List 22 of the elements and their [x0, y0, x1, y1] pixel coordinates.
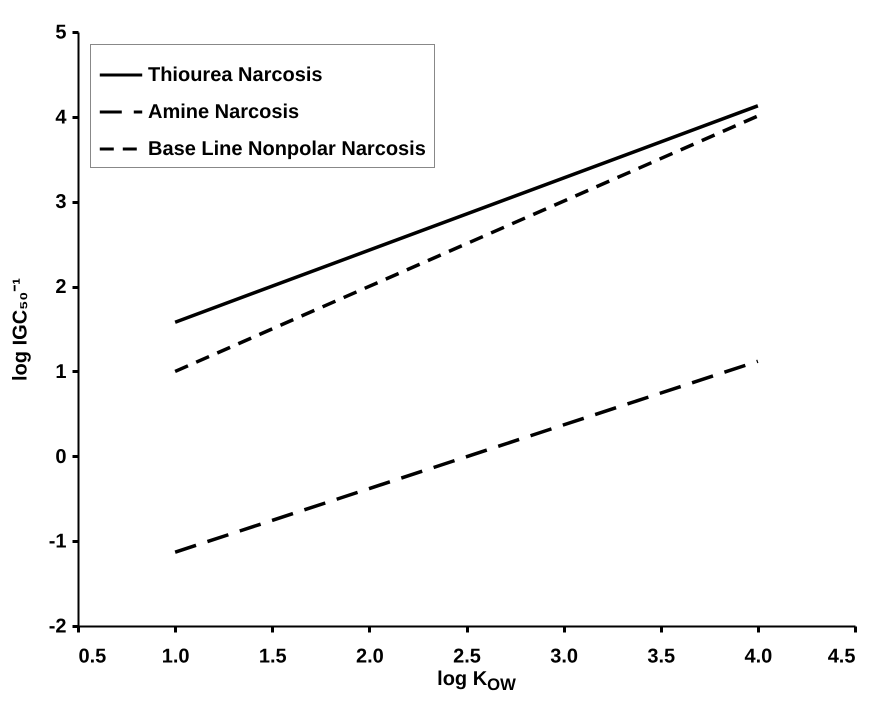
y-tick-label: 3 [55, 191, 66, 214]
y-axis-title: log IGC₅₀⁻¹ [10, 278, 32, 381]
y-tick-label: 0 [55, 446, 66, 468]
x-tick-label: 4.0 [744, 646, 772, 668]
y-tick-label: 2 [55, 276, 66, 298]
x-tick-label: 4.5 [828, 646, 856, 668]
x-tick-label: 3.5 [647, 646, 676, 668]
y-tick-label: 1 [55, 360, 66, 383]
x-tick-label: 3.0 [550, 646, 578, 668]
legend-label: Base Line Nonpolar Narcosis [148, 138, 426, 160]
legend-label: Amine Narcosis [148, 101, 300, 123]
y-tick-label: 5 [55, 22, 66, 44]
x-tick-label: 1.5 [258, 646, 287, 668]
y-tick-label: -1 [48, 530, 66, 553]
x-axis-title: log K$_{OW}$ [436, 668, 517, 695]
y-tick-label: -2 [48, 616, 66, 638]
x-tick-label: 2.5 [453, 646, 481, 668]
x-tick-label: 0.5 [78, 646, 106, 668]
x-tick-label: 1.0 [162, 646, 190, 668]
y-tick-label: 4 [55, 106, 68, 128]
x-tick-label: 2.0 [356, 646, 384, 668]
legend-label: Thiourea Narcosis [148, 64, 323, 86]
